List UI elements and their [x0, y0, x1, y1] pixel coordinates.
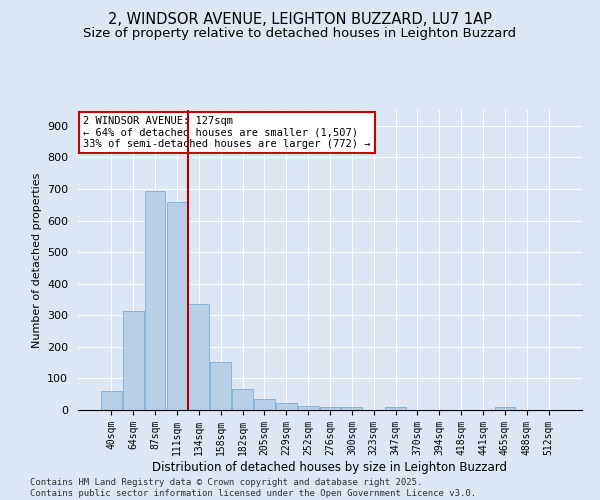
Text: Contains HM Land Registry data © Crown copyright and database right 2025.
Contai: Contains HM Land Registry data © Crown c… [30, 478, 476, 498]
Text: Size of property relative to detached houses in Leighton Buzzard: Size of property relative to detached ho… [83, 28, 517, 40]
X-axis label: Distribution of detached houses by size in Leighton Buzzard: Distribution of detached houses by size … [152, 460, 508, 473]
Bar [341, 408, 362, 410]
Bar [385, 408, 406, 410]
Bar [167, 202, 187, 410]
Bar [145, 190, 166, 410]
Bar [276, 403, 296, 410]
Bar [210, 362, 231, 410]
Text: 2 WINDSOR AVENUE: 127sqm
← 64% of detached houses are smaller (1,507)
33% of sem: 2 WINDSOR AVENUE: 127sqm ← 64% of detach… [83, 116, 371, 149]
Bar [494, 408, 515, 410]
Bar [254, 399, 275, 410]
Bar [320, 408, 340, 410]
Bar [101, 391, 122, 410]
Bar [188, 304, 209, 410]
Bar [232, 388, 253, 410]
Text: 2, WINDSOR AVENUE, LEIGHTON BUZZARD, LU7 1AP: 2, WINDSOR AVENUE, LEIGHTON BUZZARD, LU7… [108, 12, 492, 28]
Bar [298, 406, 319, 410]
Y-axis label: Number of detached properties: Number of detached properties [32, 172, 41, 348]
Bar [123, 312, 143, 410]
